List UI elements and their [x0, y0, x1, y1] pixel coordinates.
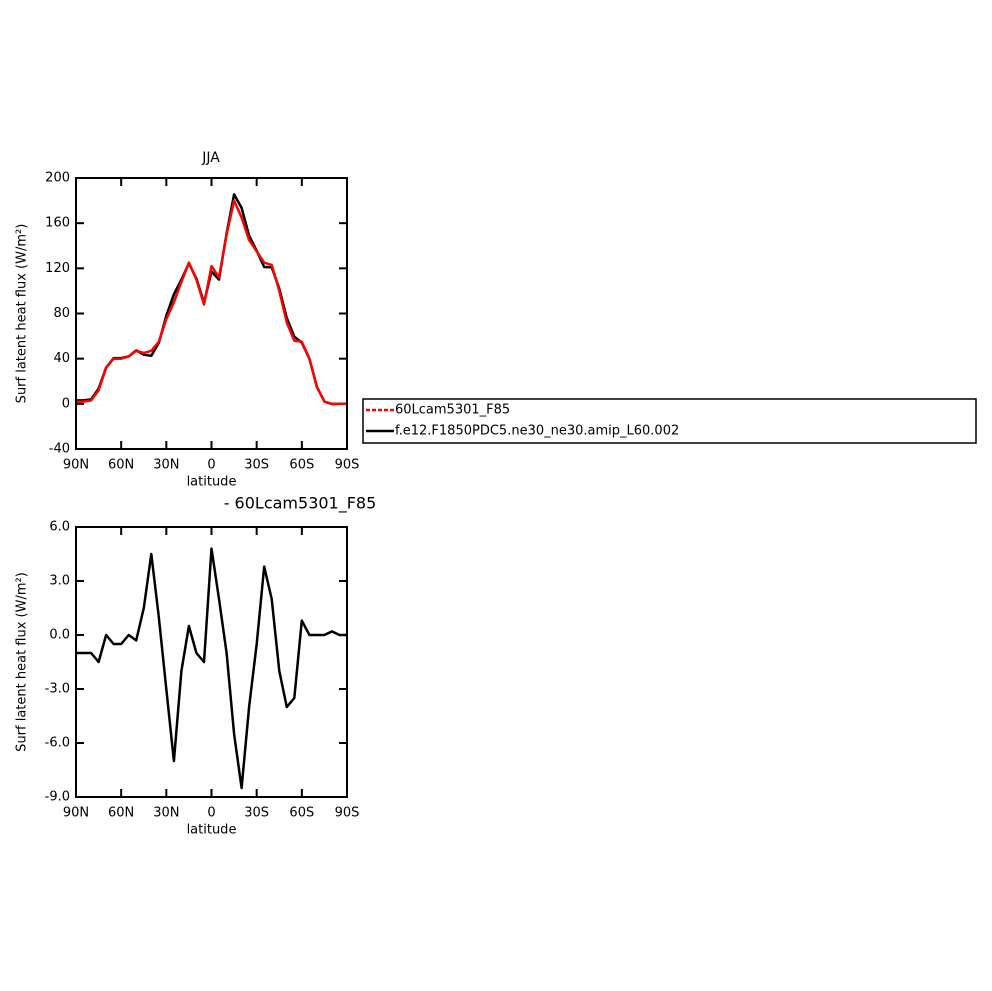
x-tick-label: 30N [153, 806, 179, 821]
y-axis-label: Surf latent heat flux (W/m²) [15, 572, 30, 752]
series-line [76, 199, 347, 406]
y-tick-label: -9.0 [45, 790, 70, 805]
x-tick-label: 60N [108, 458, 134, 473]
y-tick-label: 80 [53, 306, 70, 321]
y-axis-label: Surf latent heat flux (W/m²) [15, 224, 30, 404]
y-tick-label: -40 [49, 442, 70, 457]
x-tick-label: 90S [335, 806, 360, 821]
legend-label: 60Lcam5301_F85 [395, 403, 510, 418]
x-tick-label: 0 [207, 806, 215, 821]
x-tick-label: 90S [335, 458, 360, 473]
x-tick-label: 30N [153, 458, 179, 473]
y-tick-label: 0 [62, 396, 70, 411]
y-tick-label: 6.0 [49, 520, 70, 535]
y-tick-label: 160 [45, 216, 70, 231]
x-axis-label: latitude [187, 475, 237, 490]
plot-frame [75, 526, 348, 798]
x-tick-label: 60S [289, 458, 314, 473]
x-tick-label: 60N [108, 806, 134, 821]
x-tick-label: 30S [244, 458, 269, 473]
x-tick-label: 90N [63, 806, 89, 821]
y-tick-label: 120 [45, 261, 70, 276]
legend-box [362, 398, 977, 444]
legend-label: f.e12.F1850PDC5.ne30_ne30.amip_L60.002 [395, 424, 679, 439]
y-tick-label: 200 [45, 171, 70, 186]
x-tick-label: 30S [244, 806, 269, 821]
x-tick-label: 60S [289, 806, 314, 821]
x-tick-label: 0 [207, 458, 215, 473]
y-tick-label: 40 [53, 351, 70, 366]
y-tick-label: 0.0 [49, 628, 70, 643]
x-axis-label: latitude [187, 823, 237, 838]
y-tick-label: 3.0 [49, 574, 70, 589]
x-tick-label: 90N [63, 458, 89, 473]
y-tick-label: -3.0 [45, 682, 70, 697]
y-tick-label: -6.0 [45, 736, 70, 751]
chart-title: - 60Lcam5301_F85 [224, 494, 377, 514]
series-line [76, 547, 347, 790]
chart-title: JJA [201, 150, 220, 166]
plot-frame [75, 177, 348, 450]
series-line [76, 193, 347, 406]
